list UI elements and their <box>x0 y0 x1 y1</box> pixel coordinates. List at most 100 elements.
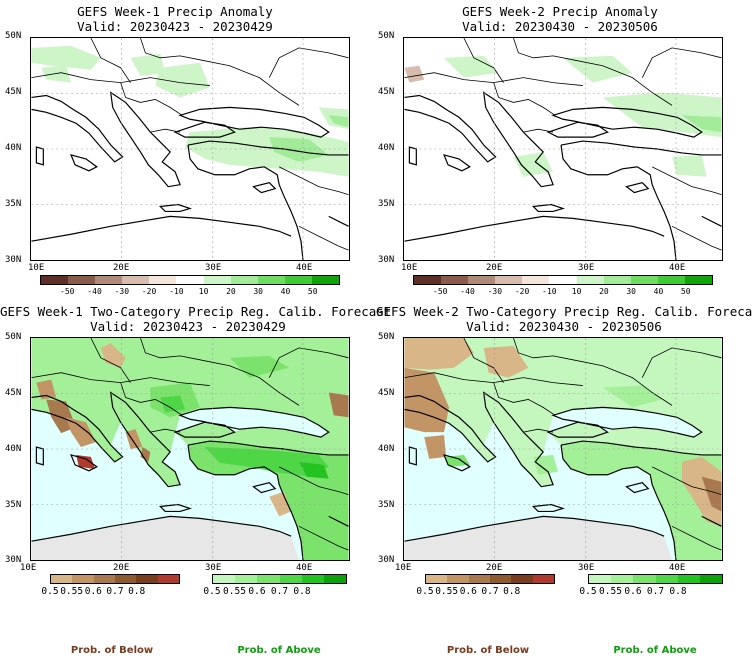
lat-label-40n-p1: 40N <box>5 143 22 153</box>
lat-label-50n-p2: 50N <box>378 31 395 41</box>
panel4-title-text: GEFS Week-2 Two-Category Precip Reg. Cal… <box>376 304 752 319</box>
colorbar-tick-label: 50 <box>680 287 691 296</box>
colorbar-swatch <box>441 276 469 284</box>
colorbar-swatch <box>576 276 604 284</box>
colorbar-tick-label: -50 <box>433 287 448 296</box>
colorbar-tick-label: -40 <box>460 287 475 296</box>
lon-label-30e-p4: 30E <box>578 563 595 573</box>
border-lines <box>404 338 722 551</box>
map-panel-2 <box>403 37 723 261</box>
colorbar-tick-label: 0.5 <box>579 586 597 597</box>
colorbar-swatch <box>468 276 496 284</box>
colorbar-swatch <box>522 276 550 284</box>
panel3-valid-text: Valid: 20230423 - 20230429 <box>90 319 286 334</box>
lat-label-35n-p2: 35N <box>378 199 395 209</box>
colorbar-swatch <box>235 575 258 583</box>
colorbar-tick-label: 40 <box>653 287 664 296</box>
border-lines <box>31 38 349 251</box>
precip-anomaly-fill <box>31 45 349 177</box>
anomaly-colorbar-1 <box>40 275 340 285</box>
lon-label-20e-p1: 20E <box>113 263 130 273</box>
colorbar-tick-label: 0.8 <box>503 586 521 597</box>
grid-lines <box>404 38 722 260</box>
colorbar-swatch <box>95 276 123 284</box>
anomaly-colorbar-2 <box>413 275 713 285</box>
panel1-title-text: GEFS Week-1 Precip Anomaly <box>77 4 273 19</box>
panel2-title-text: GEFS Week-2 Precip Anomaly <box>462 4 658 19</box>
grid-lines <box>31 338 349 560</box>
panel1-valid-text: Valid: 20230423 - 20230429 <box>77 19 273 34</box>
lat-label-30n-p2: 30N <box>378 255 395 265</box>
panel4-valid-text: Valid: 20230430 - 20230506 <box>466 319 662 334</box>
colorbar-tick-label: 0.7 <box>481 586 499 597</box>
colorbar-swatch <box>114 575 137 583</box>
colorbar-swatch <box>41 276 69 284</box>
lon-label-30e-p1: 30E <box>205 263 222 273</box>
map-svg-2 <box>404 38 722 260</box>
lon-label-10e-p2: 10E <box>401 263 418 273</box>
map-svg-4 <box>404 338 722 560</box>
prob-below-legend-1: Prob. of Below <box>70 645 154 656</box>
colorbar-swatch <box>230 276 258 284</box>
colorbar-tick-label: -20 <box>141 287 157 296</box>
colorbar-swatch <box>447 575 469 583</box>
map-panel-3 <box>30 337 350 561</box>
colorbar-swatch <box>51 575 73 583</box>
colorbar-tick-label: 30 <box>626 287 636 296</box>
prob-above-legend-1: Prob. of Above <box>237 645 321 656</box>
prob-below-legend-2: Prob. of Below <box>446 645 530 656</box>
lat-label-35n-p1: 35N <box>5 199 22 209</box>
grid-lines <box>31 38 349 260</box>
lat-label-45n-p3: 45N <box>5 388 22 398</box>
colorbar-swatch <box>136 575 158 583</box>
prob-above-colorbar-2 <box>588 574 723 584</box>
panel1-title: GEFS Week-1 Precip Anomaly Valid: 202304… <box>15 4 335 34</box>
colorbar-tick-label: 0.7 <box>270 586 289 597</box>
colorbar-swatch <box>176 276 204 284</box>
colorbar-swatch <box>511 575 533 583</box>
grid-lines <box>404 338 722 560</box>
colorbar-tick-label: -20 <box>514 287 530 296</box>
panel2-valid-text: Valid: 20230430 - 20230506 <box>462 19 658 34</box>
colorbar-swatch <box>630 276 658 284</box>
colorbar-swatch <box>284 276 312 284</box>
panel4-title: GEFS Week-2 Two-Category Precip Reg. Cal… <box>376 304 752 334</box>
colorbar-swatch <box>468 575 490 583</box>
lat-label-45n-p2: 45N <box>378 87 395 97</box>
map-panel-1 <box>30 37 350 261</box>
colorbar-tick-label: -30 <box>114 287 130 296</box>
probability-fill <box>404 338 722 560</box>
coastline-lines <box>404 91 722 260</box>
colorbar-tick-label: 0.7 <box>106 586 124 597</box>
colorbar-tick-label: 0.5 <box>203 586 221 597</box>
prob-above-legend-2: Prob. of Above <box>613 645 697 656</box>
colorbar-swatch <box>603 276 631 284</box>
colorbar-tick-label: 20 <box>599 287 609 296</box>
colorbar-swatch <box>257 276 285 284</box>
lat-label-50n-p4: 50N <box>378 332 395 342</box>
colorbar-swatch <box>655 575 678 583</box>
colorbar-tick-label: 0.8 <box>128 586 146 597</box>
lat-label-30n-p1: 30N <box>5 255 22 265</box>
colorbar-tick-label: -30 <box>487 287 503 296</box>
panel3-title-text: GEFS Week-1 Two-Category Precip Reg. Cal… <box>0 304 392 319</box>
colorbar-swatch <box>279 575 302 583</box>
colorbar-tick-label: -10 <box>169 287 184 296</box>
colorbar-swatch <box>699 575 723 583</box>
colorbar-tick-label: 0.55 <box>435 586 459 597</box>
colorbar-swatch <box>157 575 179 583</box>
colorbar-tick-label: 0.55 <box>223 586 246 597</box>
colorbar-tick-label: 10 <box>198 287 209 296</box>
lon-label-10e-p1: 10E <box>28 263 45 273</box>
colorbar-swatch <box>611 575 634 583</box>
colorbar-tick-label: 0.6 <box>459 586 477 597</box>
colorbar-swatch <box>633 575 656 583</box>
prob-below-colorbar-1 <box>50 574 180 584</box>
lat-label-30n-p3: 30N <box>5 555 22 565</box>
colorbar-swatch <box>149 276 177 284</box>
prob-above-colorbar-1 <box>212 574 347 584</box>
prob-below-colorbar-2 <box>425 574 555 584</box>
colorbar-swatch <box>323 575 347 583</box>
lon-label-40e-p2: 40E <box>669 263 686 273</box>
colorbar-swatch <box>122 276 150 284</box>
